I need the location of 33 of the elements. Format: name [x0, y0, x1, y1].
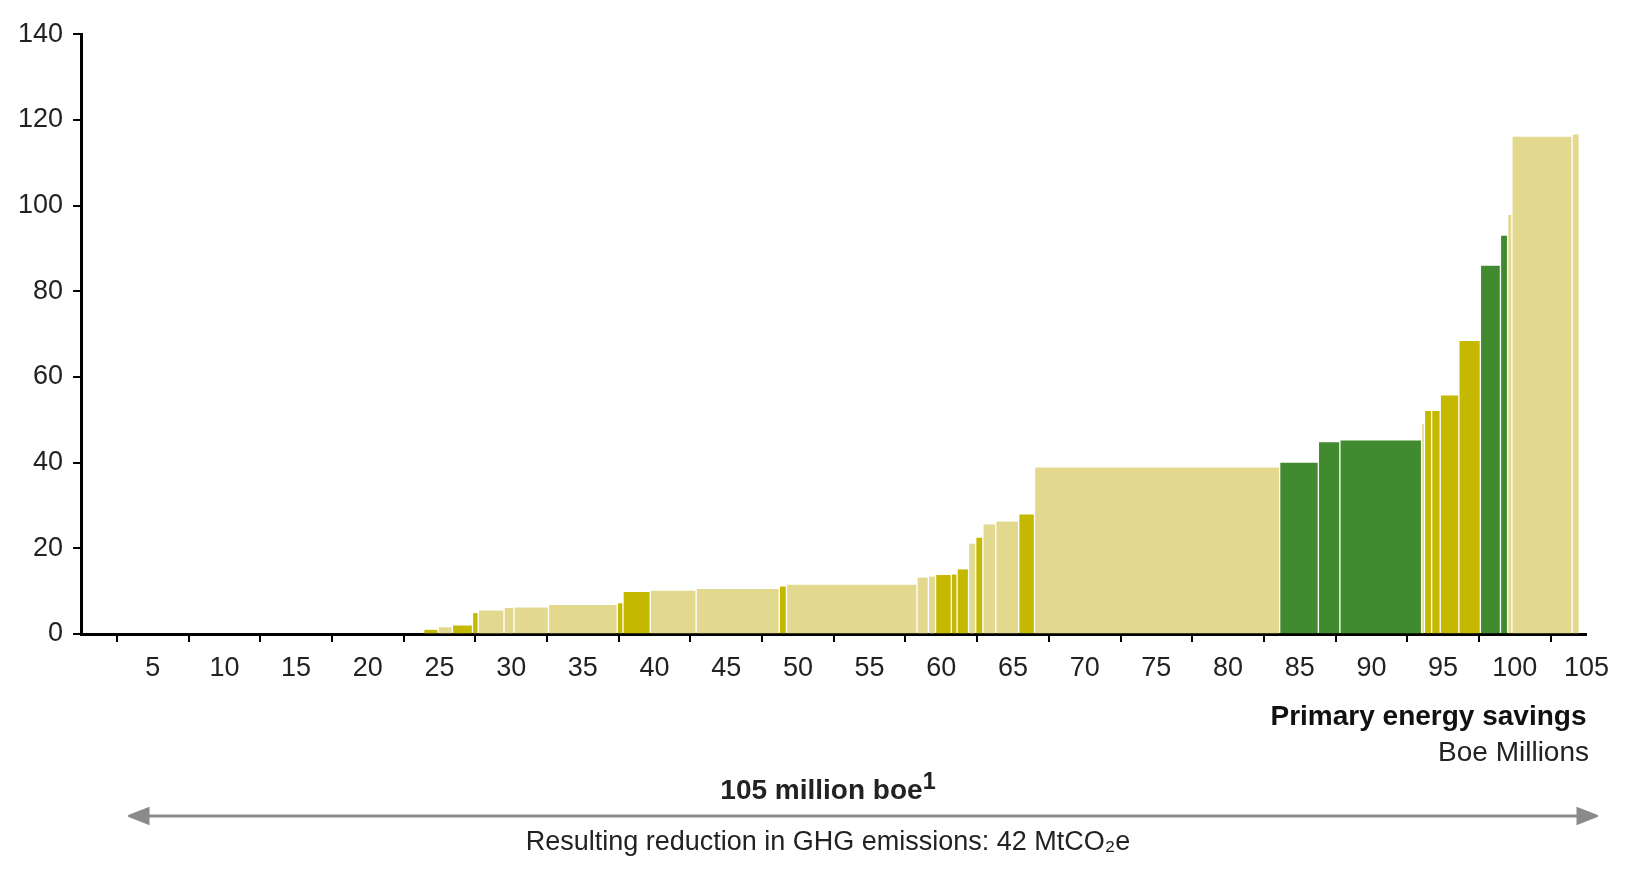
x-tick-label: 25 — [424, 651, 455, 682]
x-tick-label: 75 — [1141, 651, 1172, 682]
x-axis-title: Primary energy savings — [1270, 699, 1587, 731]
x-tick-label: 10 — [209, 651, 240, 682]
x-tick-label: 5 — [145, 651, 161, 682]
x-tick-label: 60 — [926, 651, 957, 682]
y-tick-label: 80 — [33, 274, 64, 305]
y-tick-label: 20 — [33, 531, 64, 562]
x-tick-label: 55 — [854, 651, 885, 682]
x-tick-label: 90 — [1356, 651, 1387, 682]
y-tick-label: 40 — [33, 446, 64, 477]
x-tick-label: 80 — [1213, 651, 1244, 682]
x-tick-label: 40 — [639, 651, 670, 682]
y-tick-label: 100 — [17, 189, 64, 220]
x-tick-label: 95 — [1428, 651, 1459, 682]
x-tick-label: 105 — [1563, 651, 1610, 682]
x-tick-label: 35 — [567, 651, 598, 682]
y-tick-label: 140 — [17, 17, 64, 48]
x-tick-label: 30 — [496, 651, 527, 682]
text: Resulting reduction in GHG emissions: 42 MtCO₂e — [524, 826, 1132, 858]
y-tick-label: 120 — [17, 103, 64, 134]
x-tick-label: 65 — [997, 651, 1028, 682]
y-tick-label: 0 — [48, 617, 64, 648]
x-tick-label: 85 — [1284, 651, 1315, 682]
x-tick-label: 15 — [281, 651, 312, 682]
x-tick-label: 70 — [1069, 651, 1100, 682]
text: 105 million boe$^{1}$ — [719, 768, 937, 807]
x-tick-label: 50 — [782, 651, 813, 682]
x-tick-label: 20 — [352, 651, 383, 682]
x-tick-label: 100 — [1492, 651, 1538, 682]
x-tick-label: 45 — [711, 651, 742, 682]
y-tick-label: 60 — [33, 360, 64, 391]
text: Boe Millions — [1437, 736, 1590, 768]
